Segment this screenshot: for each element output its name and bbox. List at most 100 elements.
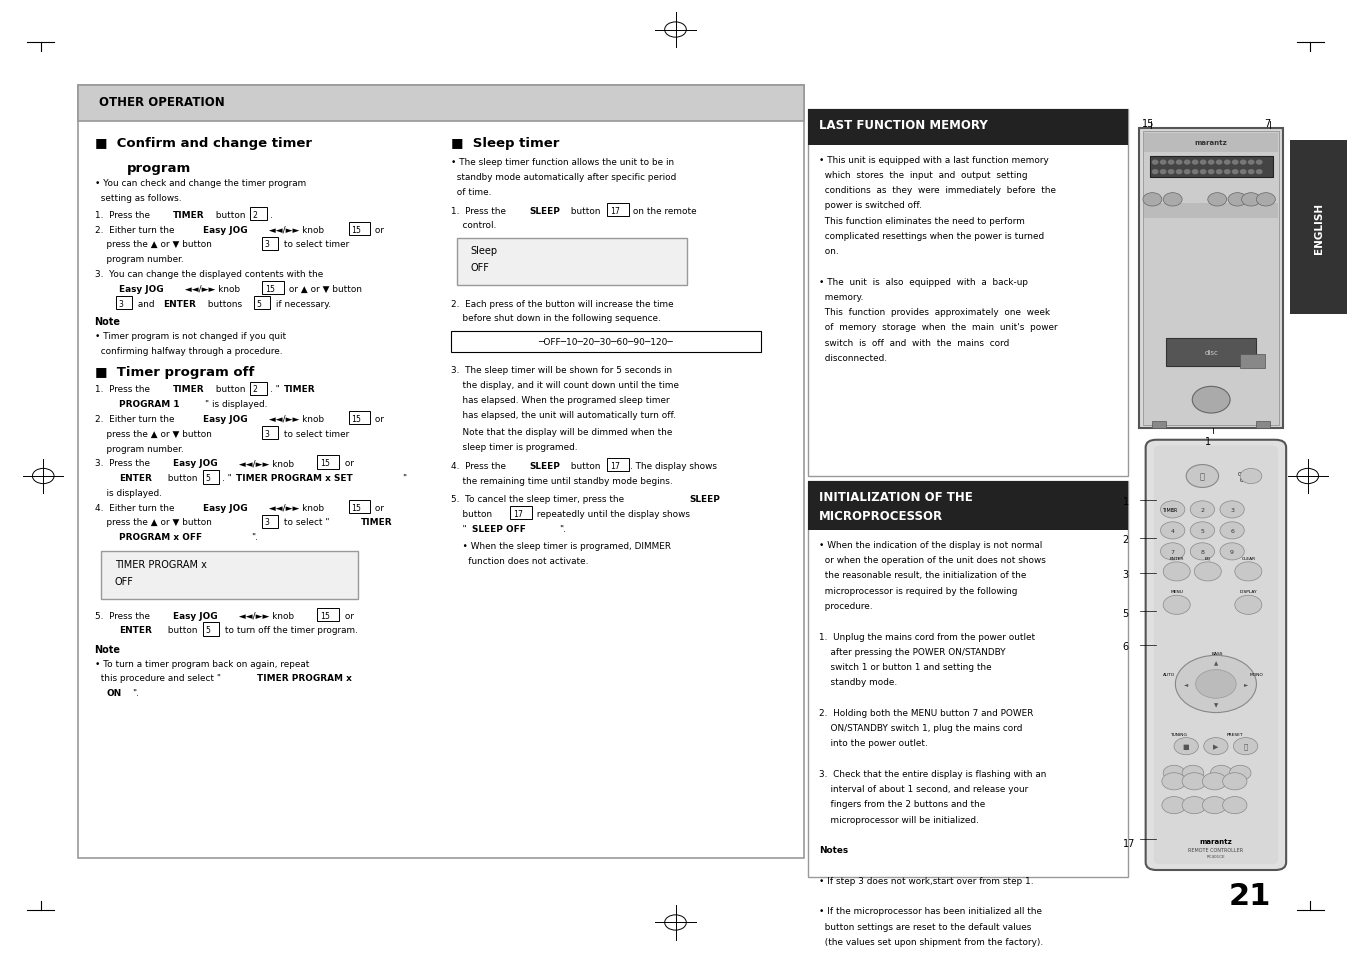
Bar [116, 296, 132, 310]
Text: 8: 8 [1201, 549, 1204, 555]
Text: 3.  You can change the displayed contents with the: 3. You can change the displayed contents… [95, 270, 323, 278]
Circle shape [1162, 773, 1186, 790]
Circle shape [1210, 765, 1232, 781]
Text: conditions  as  they  were  immediately  before  the: conditions as they were immediately befo… [819, 186, 1055, 194]
Text: ⏸: ⏸ [1243, 743, 1248, 750]
Circle shape [1240, 171, 1246, 174]
Text: ".: ". [251, 533, 258, 541]
Text: marantz: marantz [1200, 839, 1232, 844]
Text: TIMER PROGRAM x: TIMER PROGRAM x [257, 674, 351, 682]
Text: button: button [213, 211, 249, 219]
Text: ".: ". [132, 688, 139, 698]
Text: SLEEP: SLEEP [689, 495, 720, 503]
Text: 1.  Unplug the mains cord from the power outlet: 1. Unplug the mains cord from the power … [819, 632, 1035, 640]
Text: Easy JOG: Easy JOG [173, 458, 218, 468]
Bar [349, 412, 370, 425]
Text: has elapsed, the unit will automatically turn off.: has elapsed, the unit will automatically… [450, 410, 676, 419]
Text: 3: 3 [1231, 507, 1233, 513]
Text: SLEEP: SLEEP [528, 207, 559, 215]
Text: • When the indication of the display is not normal: • When the indication of the display is … [819, 540, 1042, 549]
Circle shape [1223, 797, 1247, 814]
Text: 15: 15 [320, 458, 330, 468]
Text: ◄◄/►► knob: ◄◄/►► knob [266, 415, 327, 423]
Text: sleep timer is programed.: sleep timer is programed. [450, 442, 577, 452]
Text: into the power outlet.: into the power outlet. [819, 739, 927, 747]
Text: • The sleep timer function allows the unit to be in: • The sleep timer function allows the un… [450, 158, 674, 167]
Text: on.: on. [819, 247, 839, 255]
Text: button: button [165, 474, 200, 482]
Text: Notes: Notes [819, 845, 848, 854]
Circle shape [1232, 161, 1238, 165]
Bar [78, 86, 804, 858]
Circle shape [1224, 161, 1229, 165]
Bar [250, 208, 267, 221]
Bar [262, 237, 278, 251]
Text: confirming halfway through a procedure.: confirming halfway through a procedure. [95, 346, 282, 355]
Circle shape [1163, 193, 1182, 207]
Text: ".: ". [559, 524, 566, 533]
Text: program number.: program number. [95, 254, 184, 264]
Text: or ▲ or ▼ button: or ▲ or ▼ button [286, 284, 362, 294]
Text: to turn off the timer program.: to turn off the timer program. [222, 625, 358, 635]
Bar [349, 222, 370, 235]
Bar [203, 622, 219, 636]
Text: PROGRAM x OFF: PROGRAM x OFF [119, 533, 203, 541]
Circle shape [1163, 562, 1190, 581]
Text: 3: 3 [265, 240, 270, 249]
Circle shape [1248, 171, 1254, 174]
Text: REMOTE CONTROLLER: REMOTE CONTROLLER [1189, 847, 1243, 853]
Bar [1144, 204, 1278, 219]
Circle shape [1190, 543, 1215, 560]
Text: CLEAR: CLEAR [1242, 557, 1255, 560]
Text: Note: Note [95, 644, 120, 654]
Text: OTHER OPERATION: OTHER OPERATION [99, 95, 224, 109]
Text: ": " [450, 524, 466, 533]
Text: Easy JOG: Easy JOG [173, 611, 218, 619]
Circle shape [1161, 161, 1166, 165]
Text: • To turn a timer program back on again, repeat: • To turn a timer program back on again,… [95, 659, 309, 668]
Text: the reasonable result, the initialization of the: the reasonable result, the initializatio… [819, 571, 1025, 579]
Text: 2.  Holding both the MENU button 7 and POWER: 2. Holding both the MENU button 7 and PO… [819, 708, 1034, 717]
Text: 4.  Either turn the: 4. Either turn the [95, 503, 177, 512]
Text: MICROPROCESSOR: MICROPROCESSOR [819, 510, 943, 523]
Text: complicated resettings when the power is turned: complicated resettings when the power is… [819, 232, 1044, 240]
Circle shape [1177, 161, 1182, 165]
Text: OFF: OFF [115, 577, 134, 586]
Bar [262, 515, 278, 528]
Bar [808, 110, 1128, 476]
Text: 1: 1 [1123, 497, 1129, 506]
Text: press the ▲ or ▼ button: press the ▲ or ▼ button [95, 240, 215, 249]
Text: DISPLAY: DISPLAY [1239, 590, 1258, 594]
Circle shape [1208, 161, 1213, 165]
Text: Note that the display will be dimmed when the: Note that the display will be dimmed whe… [450, 428, 671, 436]
Text: ◄◄/►► knob: ◄◄/►► knob [182, 284, 243, 294]
Text: BASS: BASS [1212, 651, 1223, 655]
Text: to select timer: to select timer [281, 240, 350, 249]
Text: . ": . " [222, 474, 231, 482]
Text: 15: 15 [1142, 119, 1154, 129]
Text: LAST FUNCTION MEMORY: LAST FUNCTION MEMORY [819, 119, 988, 132]
Text: .: . [270, 211, 273, 219]
Text: after pressing the POWER ON/STANDBY: after pressing the POWER ON/STANDBY [819, 647, 1005, 656]
Text: ◄◄/►► knob: ◄◄/►► knob [266, 503, 327, 512]
Text: • The  unit  is  also  equipped  with  a  back-up: • The unit is also equipped with a back-… [819, 277, 1028, 286]
Circle shape [1208, 193, 1227, 207]
Text: 4: 4 [1171, 528, 1174, 534]
Text: on the remote: on the remote [630, 207, 697, 215]
Text: switch  is  off  and  with  the  mains  cord: switch is off and with the mains cord [819, 338, 1009, 347]
Circle shape [1223, 773, 1247, 790]
Text: 2: 2 [253, 211, 258, 219]
Text: ─OFF─10─20─30─60─90─120─: ─OFF─10─20─30─60─90─120─ [539, 337, 673, 347]
Bar [1150, 157, 1273, 178]
Text: ◄◄/►► knob: ◄◄/►► knob [236, 611, 297, 619]
Text: 5: 5 [257, 299, 262, 308]
Text: 2.  Either turn the: 2. Either turn the [95, 415, 177, 423]
Circle shape [1169, 171, 1174, 174]
Circle shape [1208, 171, 1213, 174]
Text: SLEEP: SLEEP [528, 461, 559, 470]
Text: ◄: ◄ [1183, 681, 1189, 687]
Text: AUTO: AUTO [1163, 673, 1174, 677]
Circle shape [1204, 738, 1228, 755]
Text: ENTER: ENTER [163, 299, 196, 308]
Text: 15: 15 [320, 611, 330, 619]
